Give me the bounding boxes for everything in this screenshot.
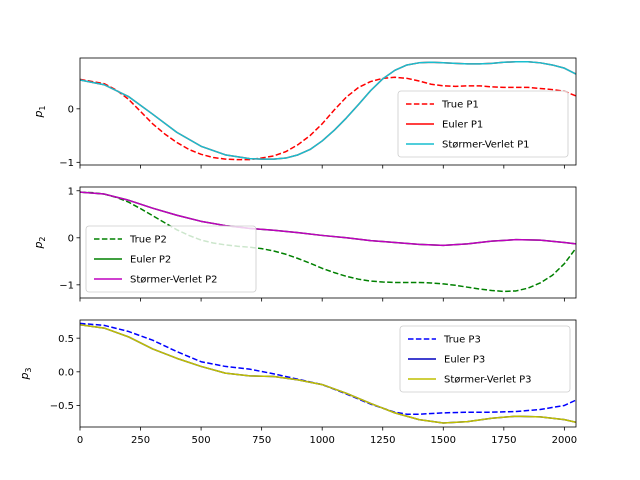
legend-label: Euler P3	[444, 355, 485, 366]
x-tick-label: 1000	[309, 435, 334, 446]
x-tick-label: 2000	[552, 435, 577, 446]
legend-label: Euler P2	[130, 255, 171, 266]
legend-label: True P2	[129, 235, 167, 246]
legend-label: Størmer-Verlet P2	[130, 275, 217, 286]
y-tick-label: 1	[68, 186, 74, 197]
series-line-1	[80, 76, 576, 161]
y-axis-label: p3	[18, 367, 33, 380]
y-tick-label: −0.5	[50, 401, 74, 412]
x-tick-label: 1500	[431, 435, 456, 446]
y-tick-label: 0	[68, 104, 74, 115]
legend-label: True P3	[443, 335, 481, 346]
legend-label: True P1	[441, 100, 479, 111]
x-tick-label: 0	[77, 435, 83, 446]
series-group	[80, 60, 576, 161]
y-tick-label: 0	[68, 233, 74, 244]
legend: True P3 Euler P3 Størmer-Verlet P3	[399, 325, 571, 393]
series-line-3	[80, 60, 576, 160]
legend-label: Euler P1	[442, 120, 483, 131]
x-tick-label: 1750	[491, 435, 516, 446]
plot-frame	[79, 57, 577, 166]
legend: True P2 Euler P2 Størmer-Verlet P2	[85, 225, 257, 293]
series-line-3	[80, 191, 576, 247]
y-axis-label: p1	[32, 105, 47, 118]
x-tick-label: 250	[131, 435, 150, 446]
y-tick-label: −1	[59, 158, 74, 169]
subplot-3: 0 250 500 750 1000 1250 1500 1750 2000 −0.5 0.0 0.5…	[18, 319, 577, 446]
x-tick-label: 1250	[370, 435, 395, 446]
y-axis-label: p2	[32, 236, 47, 249]
plot-frame	[79, 186, 577, 299]
series-group	[80, 191, 576, 293]
subplot-1: −1 0 p1 True P1 Euler P1 Størmer-Verlet P1	[32, 57, 577, 169]
series-line-3	[80, 323, 576, 424]
y-tick-label: −1	[59, 280, 74, 291]
x-tick-label: 750	[252, 435, 271, 446]
y-tick-label: 0.5	[58, 334, 74, 345]
legend: True P1 Euler P1 Størmer-Verlet P1	[397, 90, 569, 158]
plot-frame	[79, 319, 577, 428]
subplot-2: −1 0 1 p2 True P2 Euler P2 Størmer-Verlet P2	[32, 186, 577, 302]
x-tick-label: 500	[192, 435, 211, 446]
series-group	[80, 322, 576, 424]
legend-label: Størmer-Verlet P1	[442, 140, 529, 151]
legend-box	[85, 225, 257, 293]
series-line-1	[80, 191, 576, 293]
legend-box	[397, 90, 569, 158]
legend-box	[399, 325, 571, 393]
y-tick-label: 0.0	[58, 367, 74, 378]
legend-label: Størmer-Verlet P3	[444, 375, 531, 386]
